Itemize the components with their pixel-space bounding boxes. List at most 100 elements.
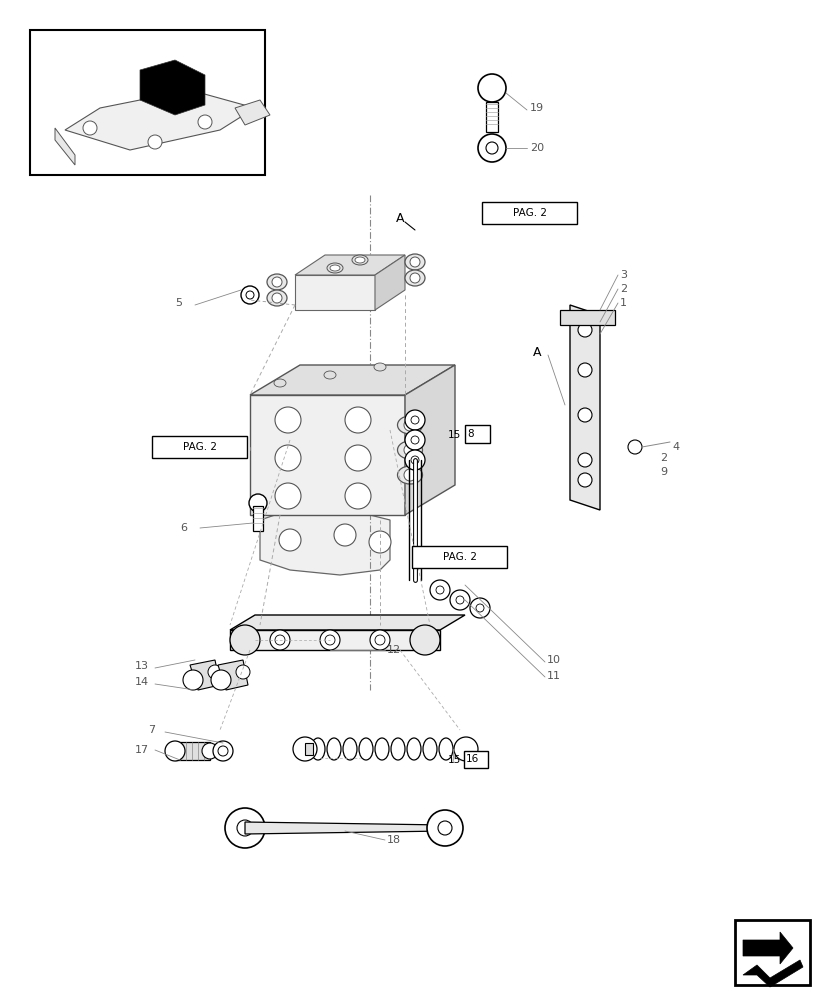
Circle shape	[409, 625, 439, 655]
Bar	[463, 751, 487, 768]
Ellipse shape	[390, 738, 404, 760]
Circle shape	[213, 741, 232, 761]
Circle shape	[404, 410, 424, 430]
Ellipse shape	[397, 441, 422, 459]
Ellipse shape	[374, 363, 385, 371]
Circle shape	[404, 450, 424, 470]
Polygon shape	[569, 305, 600, 510]
Polygon shape	[218, 660, 248, 690]
Circle shape	[218, 746, 227, 756]
Circle shape	[202, 743, 218, 759]
Circle shape	[476, 604, 484, 612]
Circle shape	[148, 135, 162, 149]
Ellipse shape	[375, 738, 389, 760]
Ellipse shape	[397, 416, 422, 434]
Text: 3: 3	[619, 270, 626, 280]
Text: 6: 6	[179, 523, 187, 533]
Ellipse shape	[404, 254, 424, 270]
Circle shape	[577, 453, 591, 467]
Ellipse shape	[327, 738, 341, 760]
Ellipse shape	[274, 379, 285, 387]
Ellipse shape	[355, 257, 365, 263]
Circle shape	[410, 436, 418, 444]
Polygon shape	[294, 255, 404, 275]
Circle shape	[272, 293, 282, 303]
Text: 4: 4	[672, 442, 678, 452]
Circle shape	[230, 625, 260, 655]
Text: A: A	[395, 212, 404, 225]
Circle shape	[375, 635, 385, 645]
Circle shape	[275, 635, 284, 645]
Text: 16: 16	[466, 754, 479, 764]
Polygon shape	[55, 128, 75, 165]
Ellipse shape	[407, 738, 420, 760]
Text: 8: 8	[466, 429, 473, 439]
Circle shape	[404, 444, 415, 456]
Circle shape	[477, 134, 505, 162]
Bar	[734, 920, 809, 985]
Text: 17: 17	[135, 745, 149, 755]
Bar	[30, 30, 265, 175]
Circle shape	[485, 142, 497, 154]
Bar	[412, 546, 507, 568]
Text: 15: 15	[447, 755, 461, 765]
Circle shape	[237, 820, 253, 836]
Polygon shape	[559, 310, 614, 325]
Text: 13: 13	[135, 661, 149, 671]
Text: 10: 10	[547, 655, 561, 665]
Circle shape	[270, 630, 289, 650]
Circle shape	[345, 445, 370, 471]
Bar	[253, 506, 263, 531]
Ellipse shape	[323, 371, 336, 379]
Text: 5: 5	[174, 298, 182, 308]
Polygon shape	[174, 742, 210, 760]
Circle shape	[409, 273, 419, 283]
Circle shape	[470, 598, 490, 618]
Circle shape	[437, 821, 452, 835]
Circle shape	[275, 483, 301, 509]
Circle shape	[241, 286, 259, 304]
Text: 1: 1	[619, 298, 626, 308]
Ellipse shape	[423, 738, 437, 760]
Circle shape	[429, 580, 449, 600]
Text: 7: 7	[148, 725, 155, 735]
Polygon shape	[235, 100, 270, 125]
Circle shape	[325, 635, 335, 645]
Polygon shape	[230, 615, 465, 630]
Ellipse shape	[351, 255, 367, 265]
Circle shape	[453, 737, 477, 761]
Circle shape	[293, 737, 317, 761]
Circle shape	[627, 440, 641, 454]
Circle shape	[333, 524, 356, 546]
Circle shape	[404, 469, 415, 481]
Circle shape	[436, 586, 443, 594]
Circle shape	[456, 596, 463, 604]
Polygon shape	[140, 60, 205, 115]
Bar	[304, 743, 313, 755]
Circle shape	[275, 445, 301, 471]
Text: 20: 20	[529, 143, 543, 153]
Ellipse shape	[342, 738, 356, 760]
Circle shape	[577, 363, 591, 377]
Circle shape	[246, 291, 254, 299]
Circle shape	[272, 277, 282, 287]
Bar	[230, 630, 439, 650]
Circle shape	[345, 407, 370, 433]
Circle shape	[404, 419, 415, 431]
Ellipse shape	[330, 265, 340, 271]
Circle shape	[410, 456, 418, 464]
Bar	[465, 425, 490, 443]
Circle shape	[279, 529, 301, 551]
Polygon shape	[245, 822, 444, 834]
Text: 11: 11	[547, 671, 561, 681]
Circle shape	[404, 430, 424, 450]
Ellipse shape	[438, 738, 452, 760]
Circle shape	[225, 808, 265, 848]
Text: 12: 12	[386, 645, 400, 655]
Circle shape	[211, 670, 231, 690]
Text: 18: 18	[386, 835, 400, 845]
Circle shape	[236, 665, 250, 679]
Polygon shape	[404, 365, 455, 515]
Text: 2: 2	[659, 453, 667, 463]
Polygon shape	[294, 275, 375, 310]
